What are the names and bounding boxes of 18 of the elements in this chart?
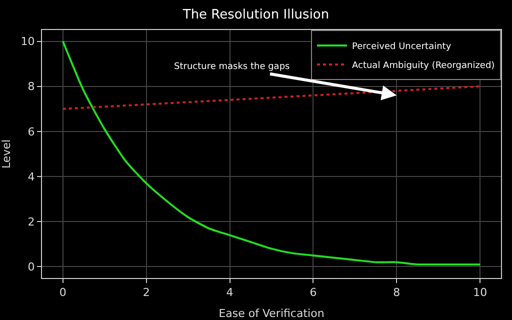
y-tick-label: 8 bbox=[28, 80, 35, 94]
y-tick-label: 0 bbox=[28, 260, 35, 274]
chart-title: The Resolution Illusion bbox=[182, 8, 330, 23]
x-tick-label: 8 bbox=[393, 286, 400, 300]
x-tick-label: 6 bbox=[310, 286, 317, 300]
x-tick-label: 10 bbox=[473, 286, 488, 300]
y-tick-label: 10 bbox=[20, 35, 35, 48]
x-tick-label: 4 bbox=[226, 286, 234, 300]
legend-label: Actual Ambiguity (Reorganized) bbox=[352, 61, 495, 72]
legend-label: Perceived Uncertainty bbox=[352, 42, 452, 52]
y-axis-title: Level bbox=[0, 139, 13, 169]
y-tick-label: 2 bbox=[28, 215, 35, 228]
x-axis-title: Ease of Verification bbox=[218, 307, 324, 320]
y-tick-label: 4 bbox=[28, 170, 35, 184]
annotation: Structure masks the gaps bbox=[174, 62, 290, 72]
y-tick-label: 6 bbox=[28, 125, 35, 138]
x-tick-label: 2 bbox=[142, 286, 150, 300]
x-tick-label: 0 bbox=[59, 286, 66, 300]
